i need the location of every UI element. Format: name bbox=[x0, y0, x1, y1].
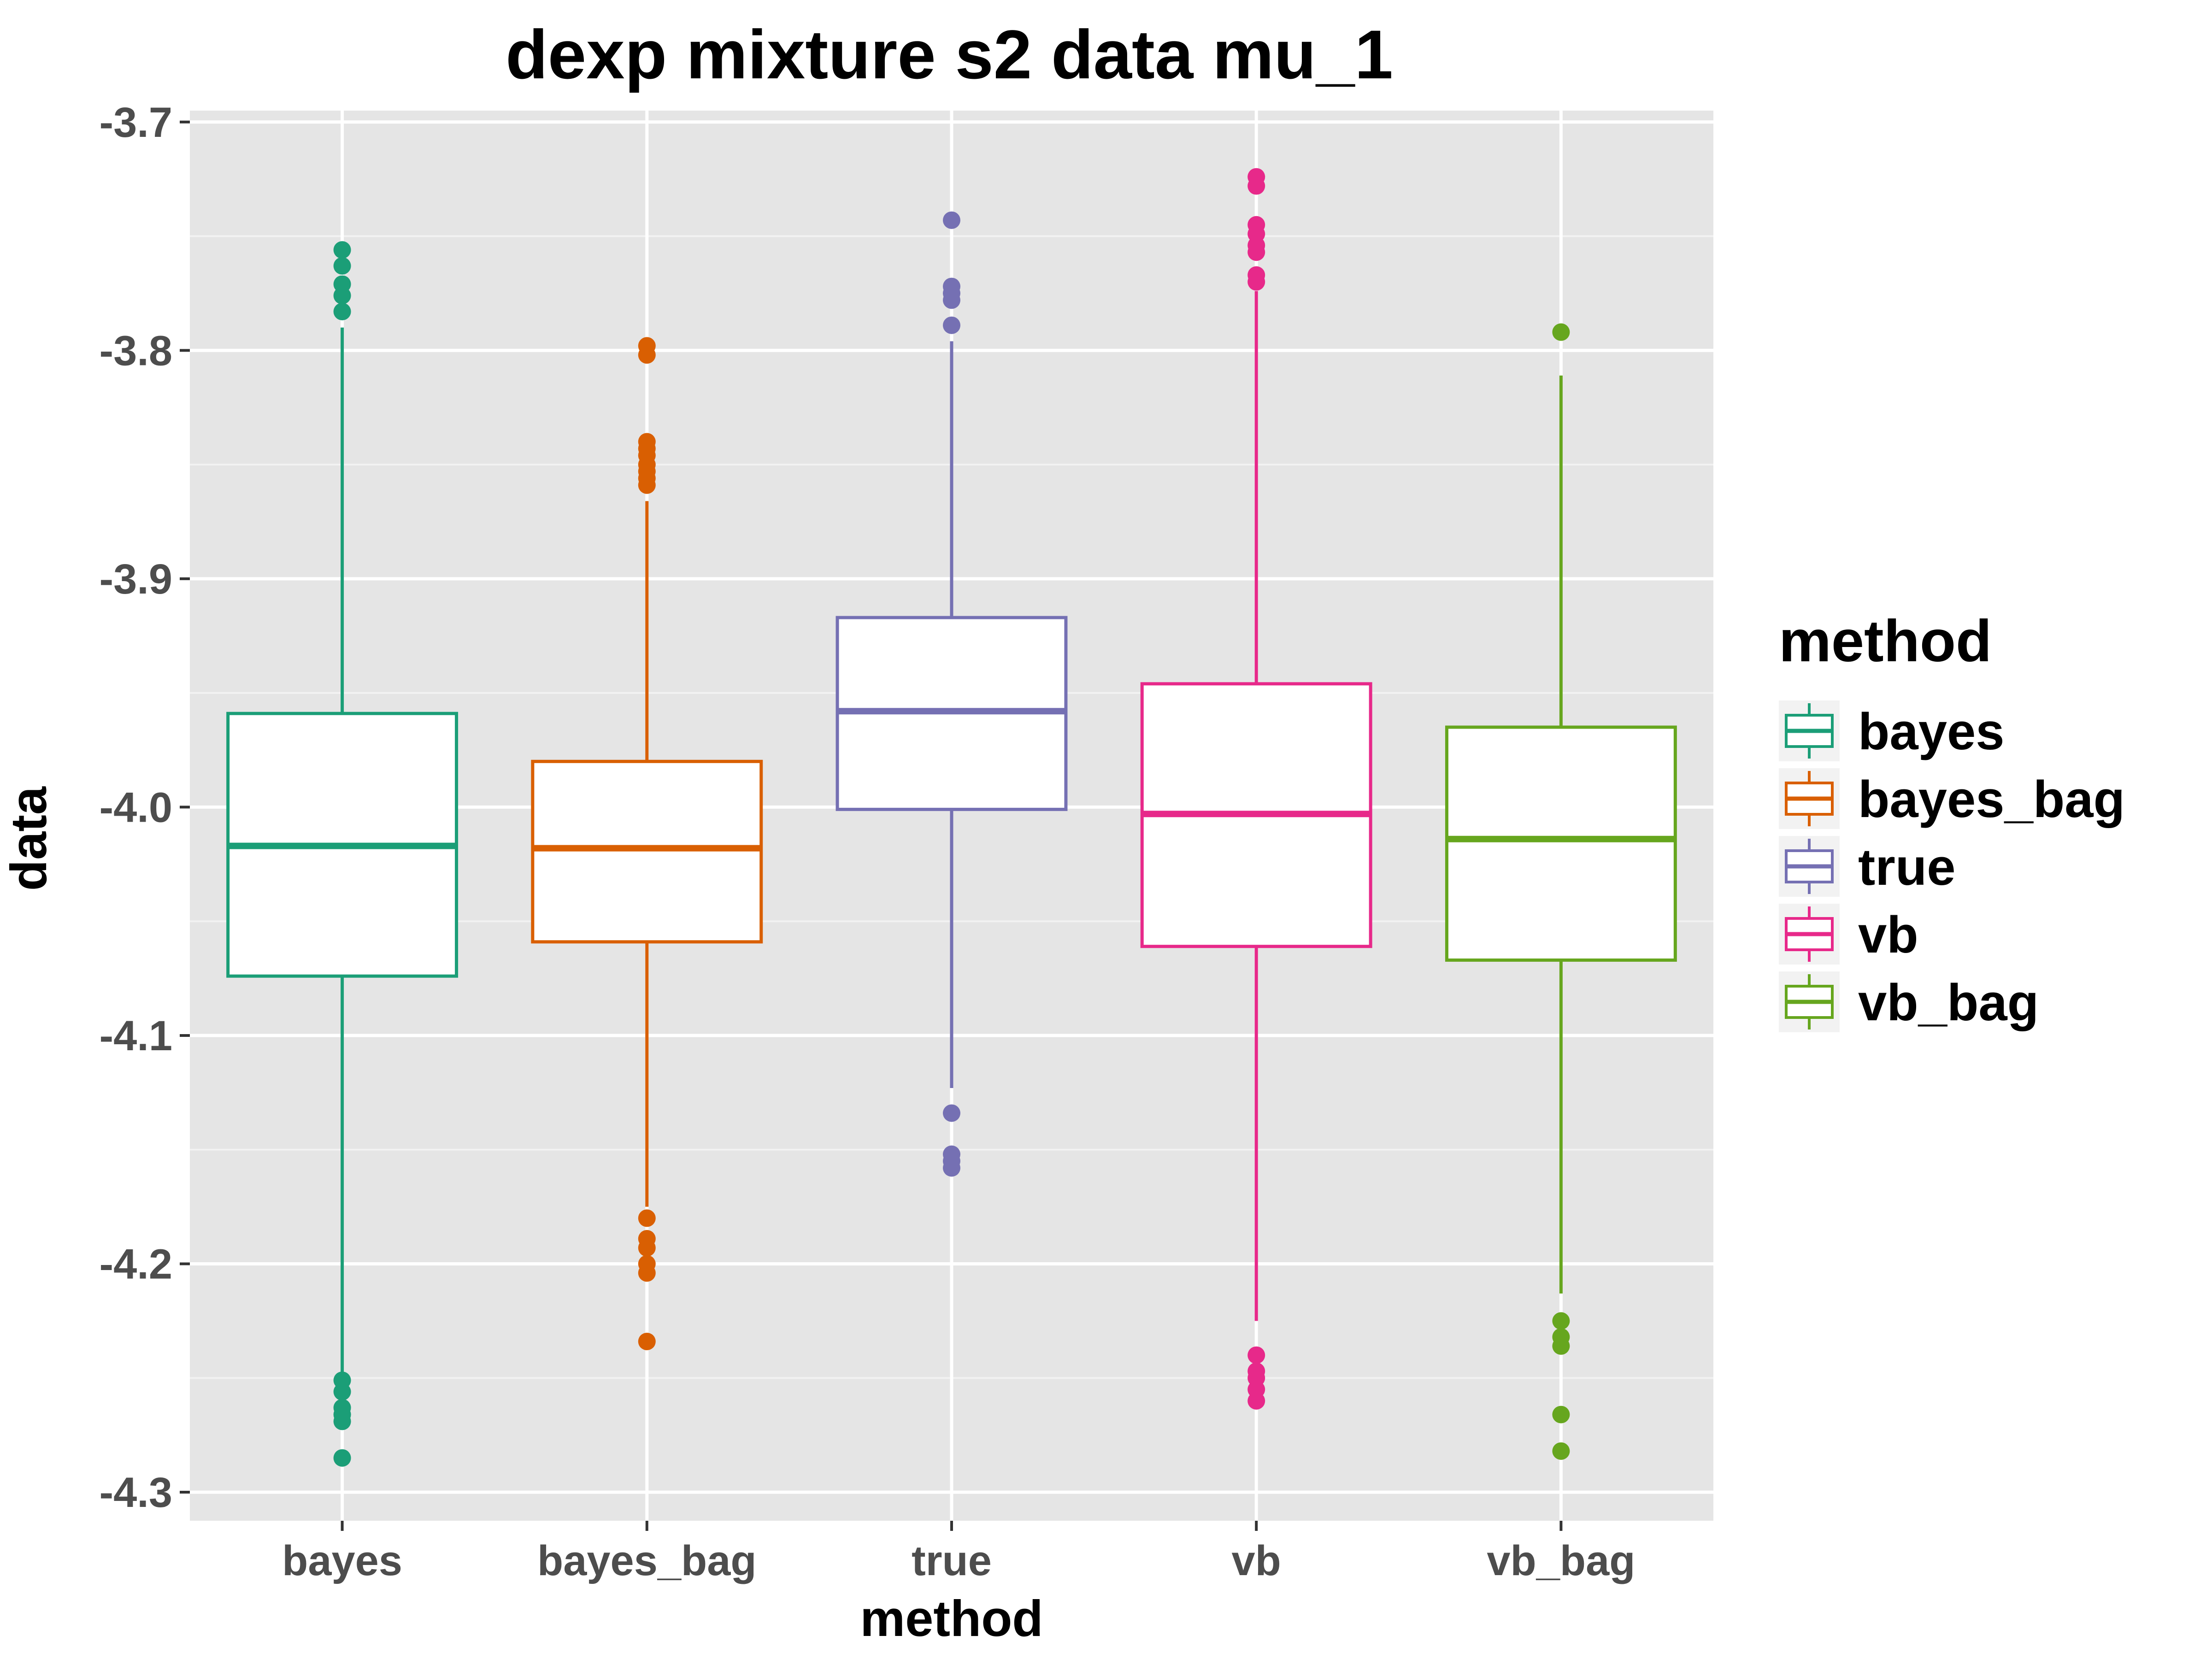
box-iqr bbox=[531, 759, 763, 944]
x-tick-label: bayes bbox=[282, 1537, 402, 1584]
outlier-point bbox=[1247, 1346, 1265, 1364]
outlier-point bbox=[943, 316, 960, 334]
box-true bbox=[835, 211, 1068, 1177]
outlier-point bbox=[943, 1159, 960, 1177]
x-axis: bayes bayes_bag true vb vb_bag bbox=[282, 1521, 1635, 1584]
outlier-point bbox=[1552, 1442, 1570, 1460]
outlier-point bbox=[333, 241, 351, 259]
outlier-point bbox=[333, 287, 351, 305]
outlier-point bbox=[1552, 323, 1570, 341]
legend-label: bayes_bag bbox=[1858, 771, 2125, 828]
outlier-point bbox=[1247, 273, 1265, 291]
outlier-point bbox=[638, 1209, 656, 1227]
x-tick-label: bayes_bag bbox=[537, 1537, 757, 1584]
legend-item-true: true bbox=[1779, 836, 1956, 897]
y-tick-label: -4.3 bbox=[99, 1469, 172, 1516]
legend-label: bayes bbox=[1858, 703, 2005, 760]
outlier-point bbox=[943, 211, 960, 229]
legend-label: vb bbox=[1858, 906, 1918, 964]
y-tick-label: -3.8 bbox=[99, 327, 172, 374]
box-iqr bbox=[1445, 725, 1677, 962]
x-tick-label: vb_bag bbox=[1487, 1537, 1635, 1584]
x-tick-label: true bbox=[912, 1537, 992, 1584]
box-bayes bbox=[226, 241, 459, 1467]
outlier-point bbox=[333, 1383, 351, 1401]
outlier-point bbox=[943, 1104, 960, 1122]
legend-item-bayes_bag: bayes_bag bbox=[1779, 768, 2125, 829]
legend-title: method bbox=[1779, 608, 1992, 674]
outlier-point bbox=[1247, 243, 1265, 261]
x-axis-title: method bbox=[860, 1590, 1043, 1647]
boxes-layer bbox=[226, 168, 1677, 1467]
chart-title: dexp mixture s2 data mu_1 bbox=[506, 16, 1393, 93]
legend-label: true bbox=[1858, 838, 1956, 896]
box-bayes_bag bbox=[531, 337, 763, 1350]
outlier-point bbox=[1247, 177, 1265, 195]
y-tick-label: -4.0 bbox=[99, 784, 172, 831]
y-tick-label: -4.1 bbox=[99, 1012, 172, 1059]
legend-label: vb_bag bbox=[1858, 974, 2039, 1031]
outlier-point bbox=[638, 1332, 656, 1350]
outlier-point bbox=[333, 303, 351, 321]
outlier-point bbox=[333, 257, 351, 275]
y-axis-title: data bbox=[0, 786, 57, 891]
y-axis: -3.7 -3.8 -3.9 -4.0 -4.1 -4.2 -4.3 bbox=[99, 99, 190, 1516]
legend-item-vb_bag: vb_bag bbox=[1779, 971, 2039, 1032]
outlier-point bbox=[1552, 1312, 1570, 1330]
outlier-point bbox=[333, 1449, 351, 1467]
y-tick-label: -3.7 bbox=[99, 99, 172, 146]
box-vb_bag bbox=[1445, 323, 1677, 1460]
outlier-point bbox=[638, 476, 656, 494]
outlier-point bbox=[1247, 1392, 1265, 1410]
outlier-point bbox=[638, 346, 656, 364]
box-vb bbox=[1140, 168, 1372, 1410]
outlier-point bbox=[638, 1239, 656, 1257]
outlier-point bbox=[943, 291, 960, 309]
outlier-point bbox=[1552, 1337, 1570, 1355]
x-tick-label: vb bbox=[1232, 1537, 1281, 1584]
outlier-point bbox=[333, 1412, 351, 1430]
y-tick-label: -4.2 bbox=[99, 1241, 172, 1288]
legend-item-bayes: bayes bbox=[1779, 700, 2005, 761]
legend-item-vb: vb bbox=[1779, 904, 1918, 965]
y-tick-label: -3.9 bbox=[99, 556, 172, 603]
outlier-point bbox=[1552, 1406, 1570, 1424]
outlier-point bbox=[638, 1264, 656, 1282]
